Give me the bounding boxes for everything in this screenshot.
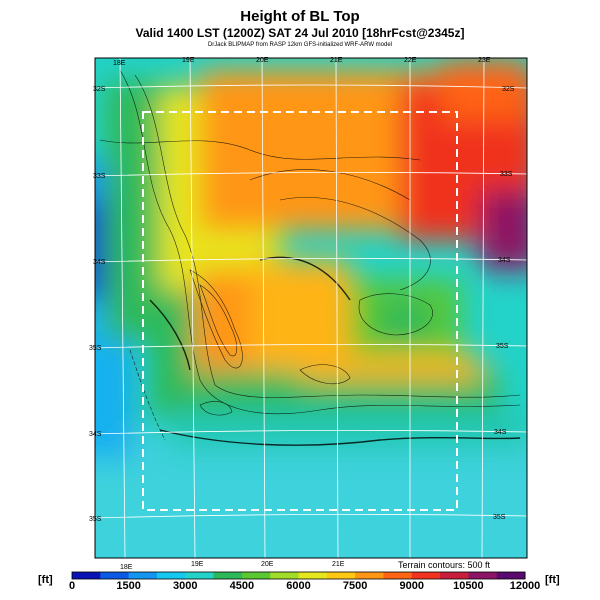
map-title: Height of BL Top <box>240 8 360 25</box>
color-bar-tick-label: 12000 <box>509 580 541 592</box>
lon-label-bottom: 20E <box>261 561 274 568</box>
color-bar-swatch <box>72 572 101 579</box>
height-field <box>95 58 527 558</box>
color-bar-swatch <box>440 572 469 579</box>
color-bar-swatch <box>213 572 243 579</box>
terrain-note: Terrain contours: 500 ft <box>398 560 491 570</box>
color-bar-swatch <box>411 572 441 579</box>
lat-label-right: 34S <box>498 257 511 264</box>
lon-label-top: 19E <box>182 57 195 64</box>
color-bar-swatch <box>156 572 186 579</box>
color-bar-swatch <box>383 572 413 579</box>
lat-label-left: 32S <box>93 86 106 93</box>
color-bar-tick-label: 6000 <box>286 580 311 592</box>
lat-label-right: 32S <box>502 86 515 93</box>
graticule <box>95 58 527 558</box>
map-subtitle: Valid 1400 LST (1200Z) SAT 24 Jul 2010 [… <box>135 26 465 40</box>
color-bar-tick-label: 0 <box>68 580 76 592</box>
lon-label-top: 21E <box>330 57 343 64</box>
inner-domain-box <box>142 111 458 511</box>
color-bar-swatch <box>468 572 498 579</box>
lon-label-top: 20E <box>256 57 269 64</box>
color-bar-tick-label: 4500 <box>229 580 255 592</box>
terrain-contours <box>99 69 521 446</box>
lat-label-left: 35S <box>89 516 102 523</box>
color-bar-swatch <box>298 572 328 579</box>
color-bar-frame <box>71 571 526 580</box>
lon-label-bottom: 21E <box>332 561 345 568</box>
color-bar-swatch <box>496 572 526 579</box>
color-bar <box>71 571 526 580</box>
color-bar-tick-label: 3000 <box>173 580 198 592</box>
lat-label-right: 33S <box>500 171 513 178</box>
lat-label-left: 35S <box>89 345 102 352</box>
color-bar-swatch <box>355 572 384 579</box>
color-bar-tick-label: 10500 <box>453 580 484 592</box>
color-bar-tick-label: 9000 <box>399 580 424 592</box>
map-frame <box>94 57 528 559</box>
lat-label-left: 33S <box>93 173 106 180</box>
model-credit: DrJack BLIPMAP from RASP 12km GFS-initia… <box>207 42 393 48</box>
color-bar-tick-label: 1500 <box>116 580 141 592</box>
color-bar-swatch <box>241 572 271 579</box>
lon-label-bottom: 18E <box>120 564 133 571</box>
lat-label-right: 35S <box>493 514 506 521</box>
color-bar-swatch <box>270 572 299 579</box>
color-bar-swatch <box>185 572 215 579</box>
lat-label-left: 34S <box>89 431 102 438</box>
lon-label-top: 23E <box>478 57 491 64</box>
color-bar-tick-label: 7500 <box>342 580 368 592</box>
color-bar-swatch <box>100 572 130 579</box>
unit-label-left: [ft] <box>38 574 53 586</box>
lon-label-bottom: 19E <box>191 561 204 568</box>
lon-label-top: 22E <box>404 57 417 64</box>
color-bar-swatch <box>326 572 356 579</box>
color-bar-swatch <box>128 572 158 579</box>
lat-label-left: 34S <box>93 259 106 266</box>
unit-label-right: [ft] <box>545 574 560 586</box>
lat-label-right: 34S <box>494 429 507 436</box>
lat-label-right: 35S <box>496 343 509 350</box>
lon-label-top: 18E <box>113 60 126 67</box>
